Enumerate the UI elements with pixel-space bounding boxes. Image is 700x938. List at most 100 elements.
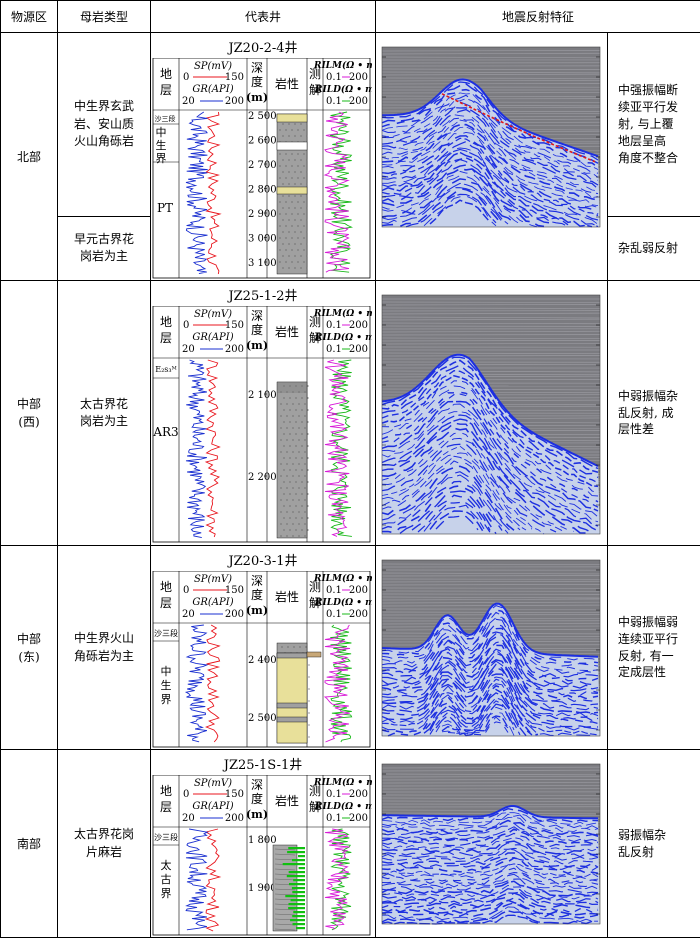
lithology-dot (307, 397, 308, 398)
rild-curve (331, 360, 352, 536)
depth-tick-label: 3 000 (248, 234, 277, 245)
rock-line: 岩、安山质 (64, 116, 144, 133)
lithology-dot (306, 231, 307, 232)
lithology-dot (298, 403, 299, 404)
well-title: JZ25-1S-1井 (151, 754, 375, 773)
lithology-dot (287, 646, 288, 647)
region-north: 北部 (1, 33, 58, 281)
lithology-dot (291, 177, 292, 178)
lithology-dot (300, 123, 301, 124)
lithology-dot (292, 499, 293, 500)
seismic-section-central-east (376, 546, 608, 750)
strata-label: 沙三段 (154, 628, 178, 638)
sp-axis-min: 0 (183, 585, 189, 596)
lithology-dot (291, 129, 292, 130)
lithology-dot (292, 475, 293, 476)
region-label: 北部 (1, 148, 57, 166)
lithology-dot (294, 171, 295, 172)
rilm-axis-max: 200 (349, 789, 368, 800)
rock-line: 早元古界花 (64, 231, 144, 248)
lithology-dot (308, 712, 309, 713)
lithology-dot (283, 469, 284, 470)
lithology-sandstone (277, 653, 307, 743)
lithology-dot (280, 403, 281, 404)
depth-tick-label: 2 200 (248, 472, 277, 483)
depth-unit: (m) (246, 604, 268, 617)
gr-axis-max: 200 (225, 344, 244, 355)
lithology-dot (291, 153, 292, 154)
sp-curve (206, 625, 219, 742)
lithology-dot (294, 159, 295, 160)
lithology-dot (304, 451, 305, 452)
lithology-dot (286, 451, 287, 452)
sp-axis-min: 0 (183, 320, 189, 331)
lithology-dot (291, 237, 292, 238)
lithology-dot (291, 165, 292, 166)
lithology-green-band (293, 911, 305, 913)
lithology-dot (307, 529, 308, 530)
rild-axis-max: 200 (349, 609, 368, 620)
lithology-dot (286, 427, 287, 428)
gr-axis-min: 20 (182, 344, 195, 355)
region-central-east: 中部 (东) (1, 546, 58, 750)
lithology-green-band (289, 883, 305, 885)
lithology-dot (292, 487, 293, 488)
rilm-curve (325, 360, 349, 536)
lithology-dot (298, 415, 299, 416)
lithology-dot (304, 487, 305, 488)
lithology-dot (285, 201, 286, 202)
lithology-green-band (290, 919, 305, 921)
sp-axis-label: SP(mV) (194, 778, 232, 789)
lithology-dot (282, 255, 283, 256)
rock-line: 岗岩为主 (64, 248, 144, 265)
lithology-dot (295, 517, 296, 518)
gr-axis-max: 200 (225, 609, 244, 620)
depth-tick-label: 2 500 (248, 713, 277, 724)
region-central-west: 中部 (西) (1, 281, 58, 546)
lithology-green-band (285, 895, 305, 897)
rilm-axis-min: 0.1 (326, 72, 342, 83)
lithology-green-band (292, 887, 305, 889)
lithology-dot (282, 207, 283, 208)
lithology-dot (297, 261, 298, 262)
rilm-axis-label: RILM(Ω • m) (313, 573, 372, 584)
lithology-dot (291, 249, 292, 250)
seismic-profile (376, 281, 606, 544)
well-title: JZ20-2-4井 (151, 37, 375, 56)
header-representative-well: 代表井 (151, 1, 376, 33)
lithology-dot (306, 267, 307, 268)
gr-axis-label: GR(API) (192, 801, 233, 812)
lithology-dot (289, 409, 290, 410)
feature-line: 乱反射, 成 (618, 405, 694, 422)
strata-label: 沙三段 (155, 114, 176, 123)
lithology-dot (286, 475, 287, 476)
lithology-dot (295, 457, 296, 458)
lithology-green-band (298, 855, 305, 857)
feature-line: 定成层性 (618, 664, 694, 681)
rock-type-central-west: 太古界花 岗岩为主 (58, 281, 151, 546)
lithology-dot (297, 213, 298, 214)
lithology-interbed (277, 653, 307, 658)
lithology-green-band (292, 915, 305, 917)
lithology-dot (306, 123, 307, 124)
strata-header-char: 层 (160, 331, 172, 345)
lithology-green-band (288, 847, 305, 849)
rild-axis-max: 200 (349, 813, 368, 824)
lithology-dot (282, 171, 283, 172)
lithology-dot (301, 457, 302, 458)
gr-axis-min: 20 (182, 813, 195, 824)
rock-line: 岗岩为主 (64, 413, 144, 430)
lithology-dot (300, 135, 301, 136)
feature-line: 反射, 有一 (618, 648, 694, 665)
rock-type-central-east: 中生界火山 角砾岩为主 (58, 546, 151, 750)
feature-line: 角度不整合 (618, 150, 694, 167)
lithology-dot (300, 243, 301, 244)
lithology-dot (295, 493, 296, 494)
lithology-dot (292, 523, 293, 524)
lithology-header: 岩性 (275, 793, 299, 808)
gr-axis-min: 20 (182, 609, 195, 620)
lithology-dot (301, 481, 302, 482)
